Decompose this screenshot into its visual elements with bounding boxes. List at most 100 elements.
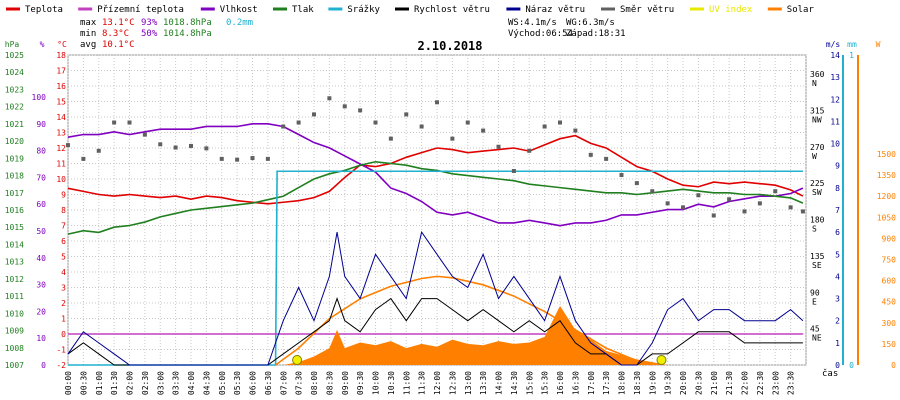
tick-hpa: 1012 [5,275,24,284]
tick-x: 02:30 [141,371,150,395]
tick-ms: 14 [830,51,840,60]
tick-hpa: 1014 [5,240,24,249]
tick-x: 15:00 [525,371,534,395]
tick-pct: 80 [36,147,46,156]
tick-hpa: 1016 [5,206,24,215]
tick-x: 07:00 [279,371,288,395]
tick-x: 10:00 [372,371,381,395]
tick-degc: 18 [56,51,66,60]
tick-x: 05:30 [233,371,242,395]
series-line-0 [67,134,804,205]
tick-degc: 8 [61,206,66,215]
tick-x: 10:30 [387,371,396,395]
tick-x: 00:30 [79,371,88,395]
tick-pct: 40 [36,254,46,263]
tick-hpa: 1007 [5,361,24,370]
tick-x: 21:30 [725,371,734,395]
tick-x: 23:30 [787,371,796,395]
tick-ms: 9 [835,162,840,171]
legend-label: Přízemní teplota [97,5,184,15]
tick-dir: 135 [810,252,825,261]
point-wind-direction [757,201,762,206]
tick-dir: 90 [810,288,820,297]
legend-label: Teplota [25,5,63,15]
stats-avg-label: avg [80,40,96,50]
tick-x: 08:30 [325,371,334,395]
legend-label: Náraz větru [525,5,585,15]
tick-w: 750 [882,256,897,265]
tick-hpa: 1021 [5,120,24,129]
point-wind-direction [681,205,685,210]
tick-hpa: 1015 [5,223,24,232]
point-wind-direction [327,96,332,101]
tick-dir: 360 [810,70,825,79]
tick-hpa: 1019 [5,154,24,163]
tick-hpa: 1017 [5,189,24,198]
tick-degc: -1 [56,346,66,355]
tick-mm: 1 [849,51,854,60]
tick-degc: 11 [56,160,66,169]
tick-hpa: 1011 [5,292,24,301]
point-wind-direction [696,193,701,198]
tick-hpa: 1013 [5,258,24,267]
tick-dir: 225 [810,179,825,188]
tick-w: 1200 [877,192,896,201]
point-wind-direction [650,189,655,194]
axis-unit: % [40,40,45,49]
tick-degc: 4 [61,268,66,277]
x-axis-label: čas [822,368,838,379]
stats-max-temp: 13.1°C [102,18,135,28]
tick-x: 15:30 [541,371,550,395]
point-wind-direction [66,143,70,148]
tick-dir-label: E [812,297,817,306]
tick-degc: 9 [61,191,66,200]
series-line-1 [67,123,804,227]
tick-hpa: 1024 [5,68,24,77]
tick-hpa: 1023 [5,85,24,94]
tick-degc: 6 [61,237,66,246]
point-wind-direction [189,143,193,148]
point-wind-direction [81,156,86,161]
tick-pct: 0 [41,361,46,370]
point-wind-direction [465,120,470,125]
tick-dir-label: SE [812,261,822,270]
point-wind-direction [250,156,255,161]
stats-sunrise: Východ:06:54 [508,29,573,39]
plot-area [66,96,805,366]
tick-ms: 2 [835,317,840,326]
axes: hPa% °C m/s mm W1025102410231022102110201019… [5,40,896,395]
tick-ms: 11 [830,117,840,126]
tick-pct: 90 [36,120,46,129]
tick-x: 04:30 [202,371,211,395]
legend-label: Rychlost větru [414,5,490,15]
legend: Teplota Přízemní teplota Vlhkost Tlak Srážky… [6,5,814,15]
tick-hpa: 1010 [5,309,24,318]
stats-avg-temp: 10.1°C [102,40,135,50]
point-wind-direction [634,181,639,186]
tick-dir-label: NW [812,115,822,124]
tick-hpa: 1020 [5,137,24,146]
tick-pct: 60 [36,200,46,209]
tick-degc: -2 [56,361,66,370]
point-wind-direction [742,209,747,214]
tick-degc: 15 [56,98,66,107]
point-wind-direction [296,120,301,125]
point-wind-direction [112,120,117,125]
tick-pct: 30 [36,281,46,290]
tick-x: 16:30 [571,371,580,395]
tick-x: 14:30 [510,371,519,395]
tick-w: 150 [882,340,897,349]
point-wind-direction [773,189,778,194]
point-wind-direction [604,156,609,161]
point-wind-direction [235,157,240,162]
stats-wg: WG:6.3m/s [566,18,615,28]
tick-x: 19:30 [664,371,673,395]
point-wind-direction [127,120,132,125]
tick-x: 07:30 [295,371,304,395]
tick-degc: 10 [56,175,66,184]
point-wind-direction [312,112,316,117]
stats-min-hum: 50% [141,29,158,39]
tick-ms: 6 [835,228,840,237]
point-wind-direction [435,100,439,105]
